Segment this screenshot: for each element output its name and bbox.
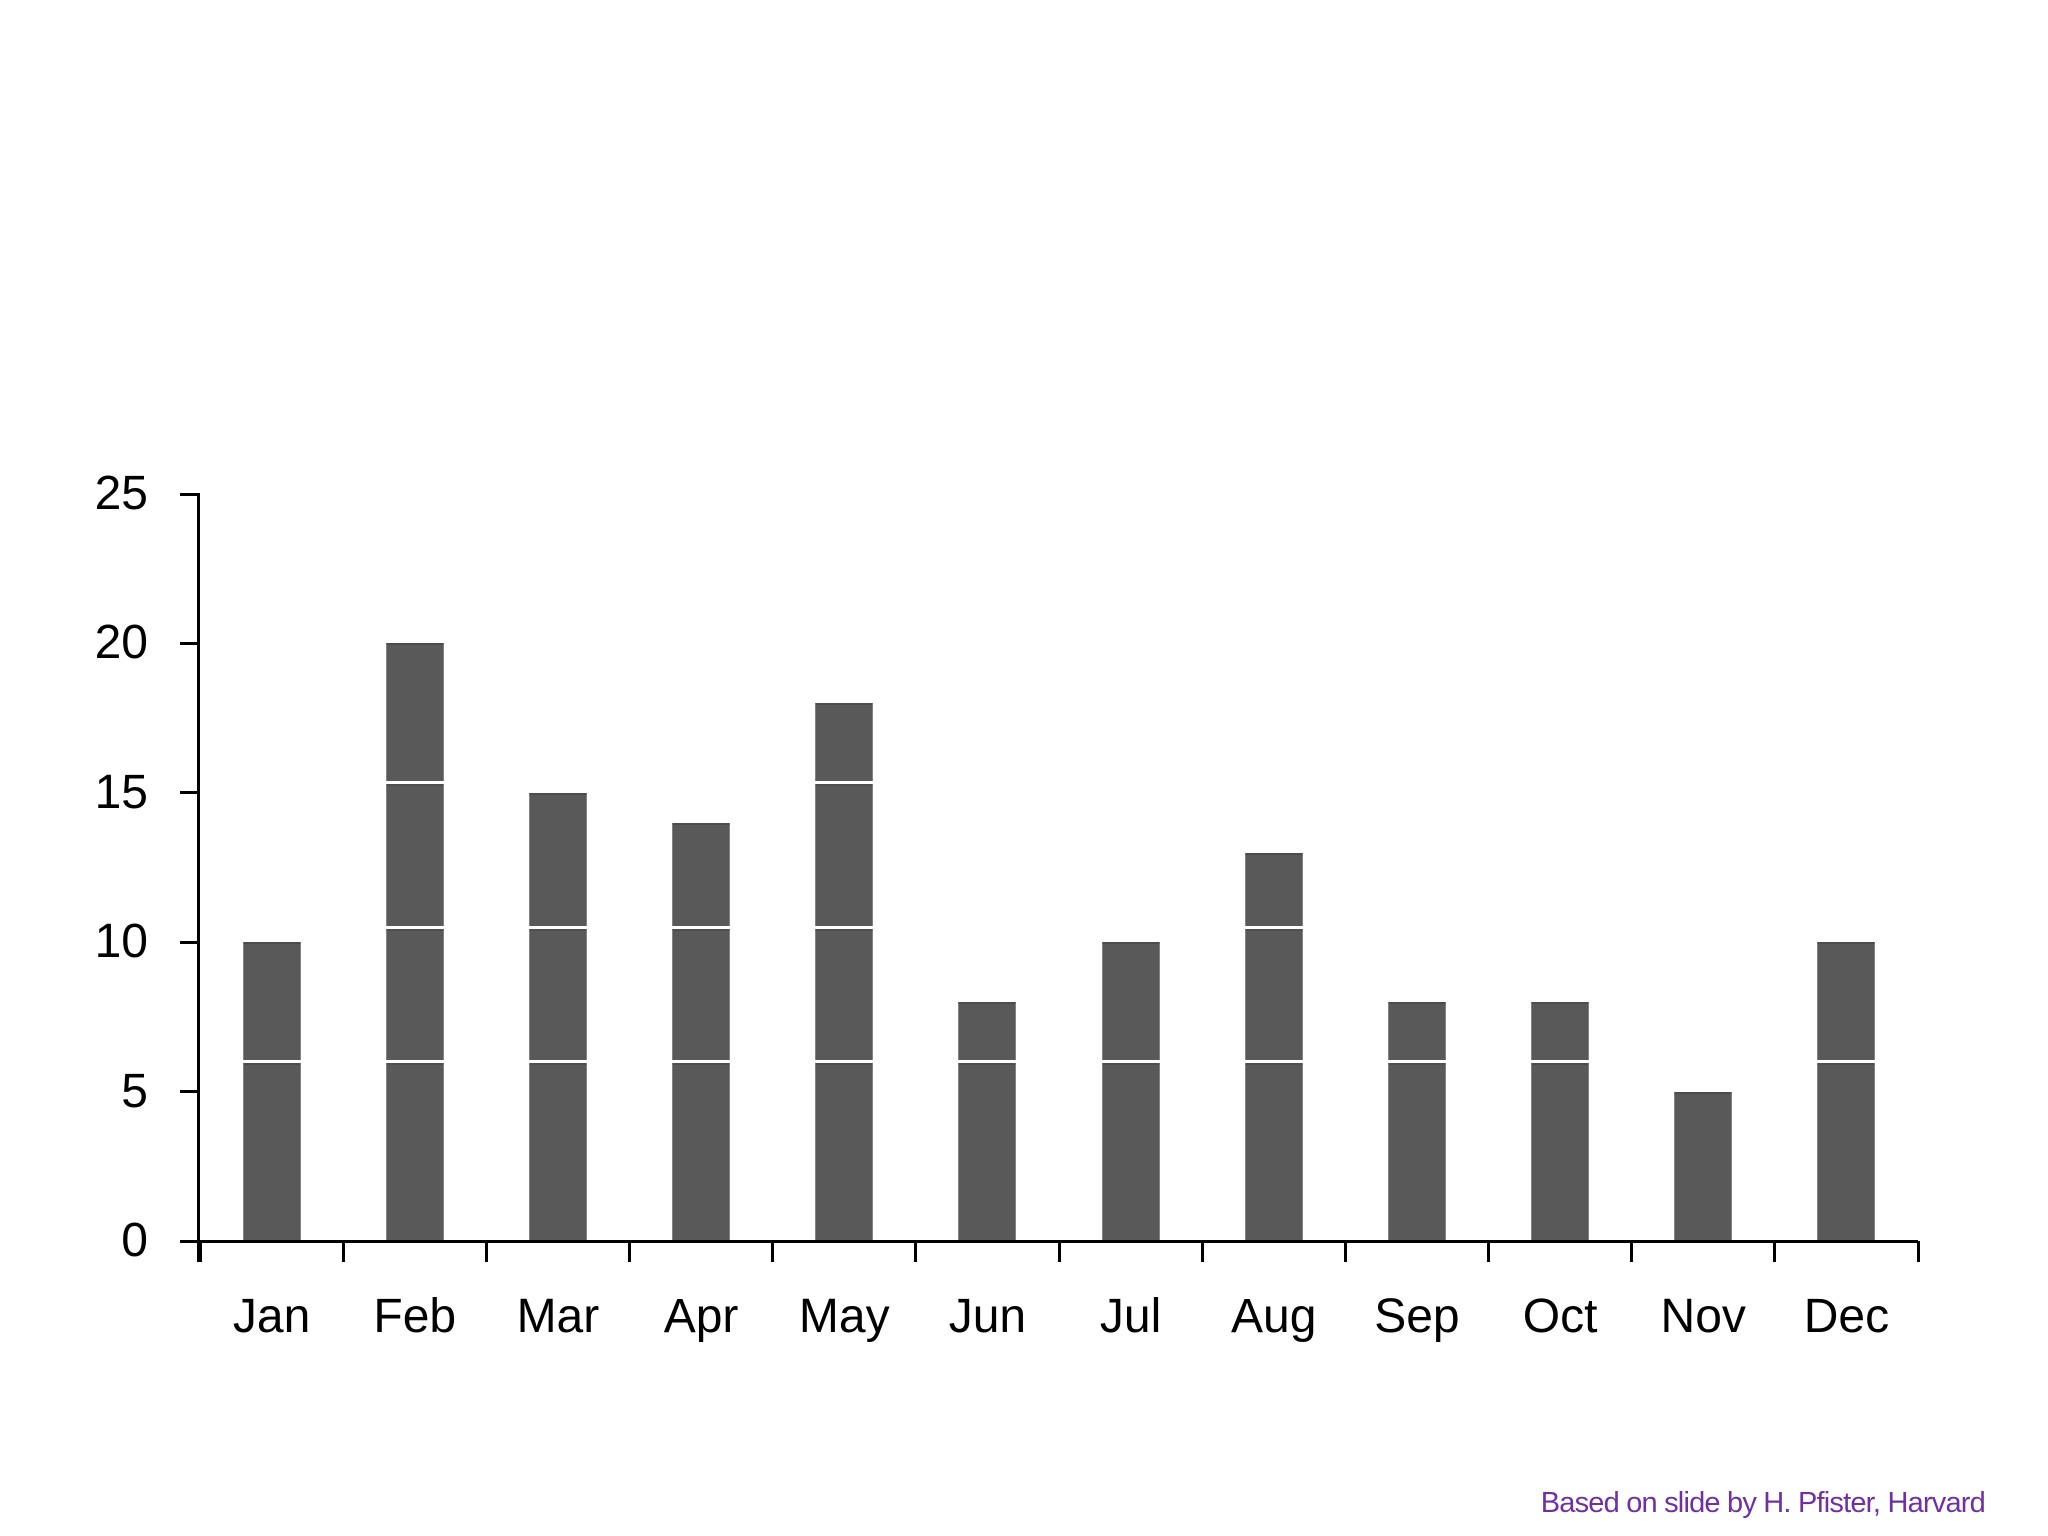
bar-segment-divider [672,925,731,929]
bar-segment-divider [1817,1060,1876,1064]
bar-segment-divider [1244,925,1303,929]
x-tick-label-feb: Feb [373,1290,457,1343]
x-tick-8 [1343,1241,1347,1262]
x-tick-0 [198,1241,202,1262]
bar-dec [1817,942,1876,1242]
y-tick-label-0: 0 [121,1214,148,1267]
x-tick-label-nov: Nov [1660,1290,1746,1343]
x-tick-1 [341,1241,345,1262]
x-tick-3 [628,1241,631,1262]
bar-segment-divider [1101,1060,1160,1064]
x-tick-label-sep: Sep [1374,1290,1460,1343]
bar-apr [672,822,731,1242]
bar-segment-divider [528,1060,587,1064]
bar-may [815,703,874,1242]
x-tick-10 [1630,1241,1634,1262]
y-tick-0 [180,1239,197,1243]
y-tick-label-20: 20 [94,616,148,670]
bar-feb [385,643,444,1242]
bar-jan [242,942,301,1242]
bar-aug [1244,852,1303,1242]
x-tick-5 [914,1241,918,1262]
bar-segment-divider [385,1060,444,1064]
y-tick-label-5: 5 [121,1064,148,1118]
bar-segment-divider [815,1060,874,1064]
x-tick-label-jan: Jan [232,1290,311,1343]
x-tick-6 [1057,1241,1061,1262]
x-tick-label-apr: Apr [663,1290,739,1343]
x-tick-label-oct: Oct [1522,1290,1598,1343]
bar-segment-divider [528,925,587,929]
y-tick-15 [180,791,197,795]
y-tick-20 [180,641,197,645]
bar-nov [1674,1091,1733,1242]
x-tick-label-aug: Aug [1231,1290,1317,1343]
bar-segment-divider [1387,1060,1446,1064]
y-tick-10 [180,940,197,944]
x-tick-4 [771,1241,775,1262]
y-tick-label-25: 25 [94,467,148,520]
bar-segment-divider [385,780,444,784]
bar-segment-divider [385,925,444,929]
x-tick-label-may: May [798,1290,890,1343]
y-axis-line [197,492,200,1262]
y-tick-25 [180,492,197,496]
bar-segment-divider [242,1060,301,1064]
bar-segment-divider [1244,1060,1303,1064]
x-tick-label-mar: Mar [516,1290,600,1343]
bar-sep [1387,1001,1446,1242]
x-tick-11 [1773,1241,1777,1262]
bar-mar [528,792,587,1242]
bar-segment-divider [672,1060,731,1064]
x-tick-9 [1487,1241,1490,1262]
bar-oct [1531,1001,1590,1242]
bar-jul [1101,942,1160,1242]
x-tick-7 [1200,1241,1204,1262]
x-tick-label-dec: Dec [1803,1290,1890,1343]
x-tick-label-jun: Jun [948,1290,1027,1343]
credit-caption: Based on slide by H. Pfister, Harvard [1540,1487,1986,1519]
bar-segment-divider [815,780,874,784]
y-tick-label-15: 15 [94,765,148,819]
y-tick-label-10: 10 [94,915,148,969]
x-tick-2 [484,1241,488,1262]
x-tick-label-jul: Jul [1099,1290,1162,1343]
bar-jun [958,1001,1017,1242]
y-tick-5 [180,1090,197,1094]
x-tick-12 [1916,1241,1920,1262]
bar-segment-divider [815,925,874,929]
bar-segment-divider [958,1060,1017,1064]
bar-segment-divider [1531,1060,1590,1064]
